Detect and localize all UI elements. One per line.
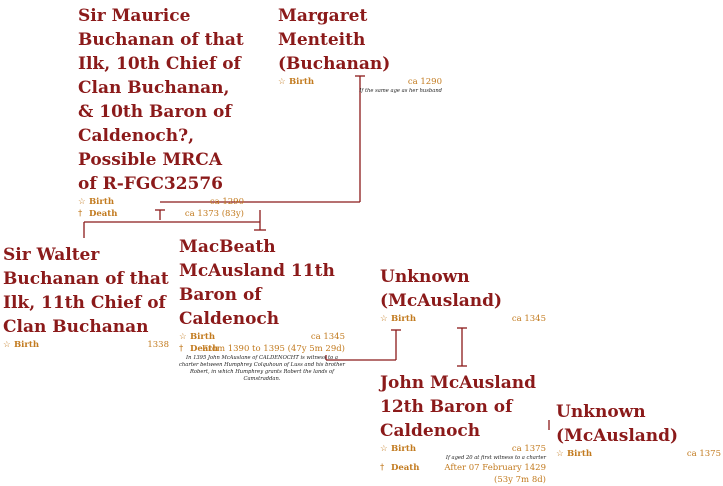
- event-label: Death: [391, 463, 420, 473]
- event-value: After 07 February 1429 (53y 7m 8d): [444, 463, 546, 485]
- event-label: Birth: [14, 340, 39, 350]
- star-outline-icon: ☆: [556, 449, 564, 459]
- event-label: Death: [89, 209, 118, 219]
- person-name: Unknown (McAusland): [380, 267, 503, 311]
- star-outline-icon: ☆: [278, 77, 286, 87]
- event-label: Birth: [391, 444, 416, 454]
- person-name: MacBeath McAusland 11th Baron of Caldeno…: [179, 237, 335, 329]
- star-outline-icon: ☆: [3, 340, 11, 350]
- person-card-maurice[interactable]: Sir Maurice Buchanan of that Ilk, 10th C…: [78, 4, 244, 220]
- event-note: If aged 20 at first witness to a charter: [445, 455, 546, 461]
- event-label: Birth: [289, 77, 314, 87]
- dagger-icon: †: [380, 463, 385, 473]
- event-label: Birth: [567, 449, 592, 459]
- person-card-macbeath[interactable]: MacBeath McAusland 11th Baron of Caldeno…: [179, 235, 345, 383]
- birth-event: ☆ Birth ca 1375: [380, 443, 546, 455]
- death-event: † Death After 07 February 1429 (53y 7m 8d…: [380, 462, 546, 485]
- person-card-walter[interactable]: Sir Walter Buchanan of that Ilk, 11th Ch…: [3, 243, 169, 351]
- dagger-icon: †: [78, 209, 83, 219]
- birth-event: ☆ Birth ca 1345: [179, 331, 345, 343]
- person-card-unknown-2[interactable]: Unknown (McAusland) ☆ Birth ca 1375: [556, 400, 721, 460]
- event-value: ca 1375: [686, 449, 721, 459]
- event-label: Birth: [391, 314, 416, 324]
- star-outline-icon: ☆: [380, 314, 388, 324]
- birth-event: ☆ Birth ca 1290: [78, 196, 244, 208]
- event-value: ca 1290: [407, 77, 442, 87]
- person-card-unknown-1[interactable]: Unknown (McAusland) ☆ Birth ca 1345: [380, 265, 546, 325]
- event-label: Birth: [190, 332, 215, 342]
- birth-event: ☆ Birth 1338: [3, 339, 169, 351]
- death-event: † Death From 1390 to 1395 (47y 5m 29d): [179, 343, 345, 355]
- event-value: ca 1375: [511, 444, 546, 454]
- star-outline-icon: ☆: [380, 444, 388, 454]
- birth-event: ☆ Birth ca 1345: [380, 313, 546, 325]
- person-name: John McAusland 12th Baron of Caldenoch: [380, 373, 537, 441]
- person-name: Margaret Menteith (Buchanan): [278, 6, 391, 74]
- person-name: Sir Maurice Buchanan of that Ilk, 10th C…: [78, 6, 244, 194]
- event-value: From 1390 to 1395 (47y 5m 29d): [201, 344, 345, 354]
- event-value: ca 1373 (83y): [184, 209, 244, 219]
- death-event: † Death ca 1373 (83y): [78, 208, 244, 220]
- event-note: In 1395 John McAuslane of CALDENOCHT is …: [179, 355, 345, 382]
- event-value: 1338: [147, 340, 169, 350]
- event-note: If the same age as her husband: [359, 88, 442, 94]
- birth-event: ☆ Birth ca 1290: [278, 76, 442, 88]
- dagger-icon: †: [179, 344, 184, 354]
- event-value: ca 1345: [310, 332, 345, 342]
- person-name: Sir Walter Buchanan of that Ilk, 11th Ch…: [3, 245, 169, 337]
- star-outline-icon: ☆: [78, 197, 86, 207]
- event-label: Birth: [89, 197, 114, 207]
- event-label: Death: [190, 344, 219, 354]
- star-outline-icon: ☆: [179, 332, 187, 342]
- person-card-john[interactable]: John McAusland 12th Baron of Caldenoch ☆…: [380, 371, 546, 485]
- person-name: Unknown (McAusland): [556, 402, 679, 446]
- person-card-margaret[interactable]: Margaret Menteith (Buchanan) ☆ Birth ca 1…: [278, 4, 442, 95]
- event-value: ca 1345: [511, 314, 546, 324]
- event-value: ca 1290: [209, 197, 244, 207]
- birth-event: ☆ Birth ca 1375: [556, 448, 721, 460]
